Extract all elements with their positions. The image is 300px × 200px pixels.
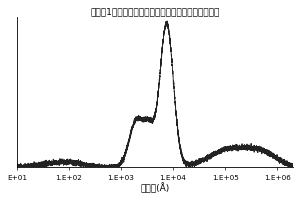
Title: 实施例1制造的锂镍锰复合氧化物粉末的细孔分布曲线: 实施例1制造的锂镍锰复合氧化物粉末的细孔分布曲线 [90, 7, 220, 16]
X-axis label: 孔半径(Å): 孔半径(Å) [140, 183, 169, 193]
